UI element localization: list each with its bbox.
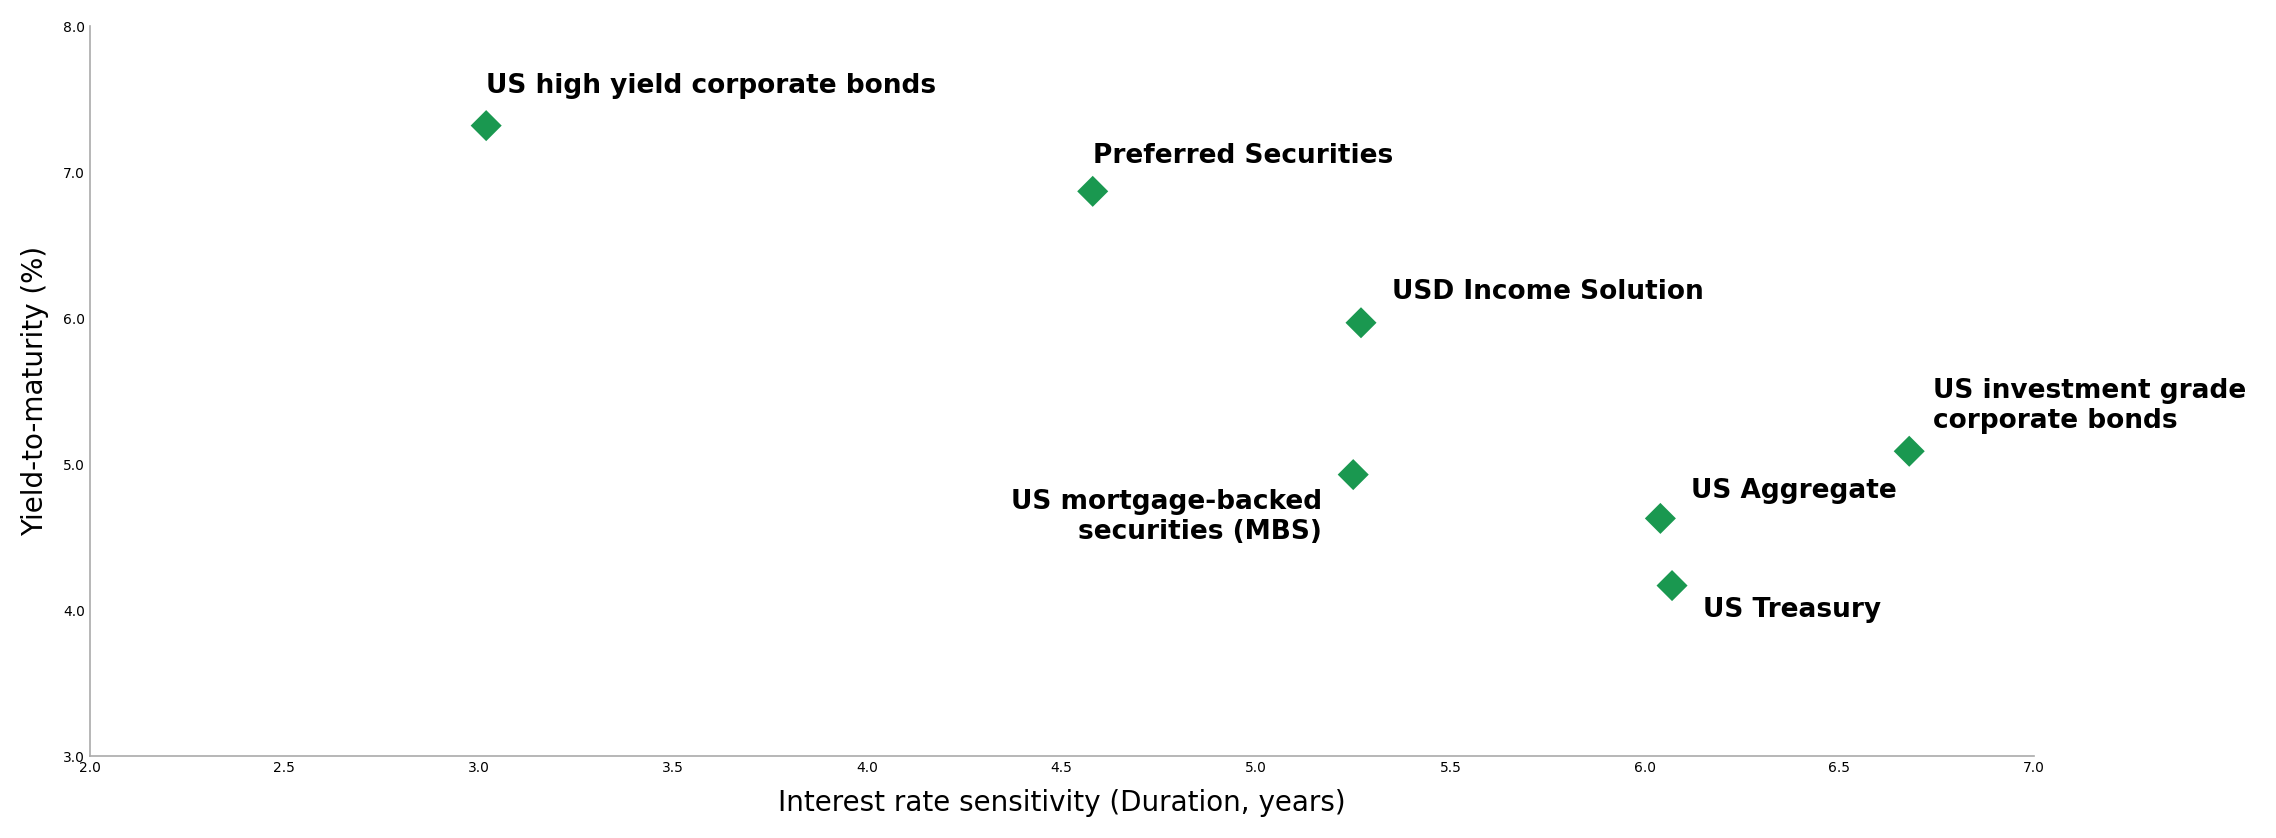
Text: US Treasury: US Treasury <box>1702 597 1882 623</box>
Point <box>1891 444 1928 458</box>
Point <box>1336 468 1372 481</box>
Text: Preferred Securities: Preferred Securities <box>1092 143 1393 169</box>
Point <box>469 119 505 132</box>
Text: US high yield corporate bonds: US high yield corporate bonds <box>487 74 935 100</box>
Point <box>1655 579 1691 592</box>
X-axis label: Interest rate sensitivity (Duration, years): Interest rate sensitivity (Duration, yea… <box>778 789 1345 817</box>
Point <box>1074 184 1111 198</box>
Text: USD Income Solution: USD Income Solution <box>1393 279 1705 305</box>
Y-axis label: Yield-to-maturity (%): Yield-to-maturity (%) <box>20 246 48 536</box>
Text: US Aggregate: US Aggregate <box>1691 478 1898 504</box>
Text: US mortgage-backed
securities (MBS): US mortgage-backed securities (MBS) <box>1011 489 1322 546</box>
Point <box>1643 512 1680 525</box>
Point <box>1343 316 1379 329</box>
Text: US investment grade
corporate bonds: US investment grade corporate bonds <box>1932 378 2246 434</box>
